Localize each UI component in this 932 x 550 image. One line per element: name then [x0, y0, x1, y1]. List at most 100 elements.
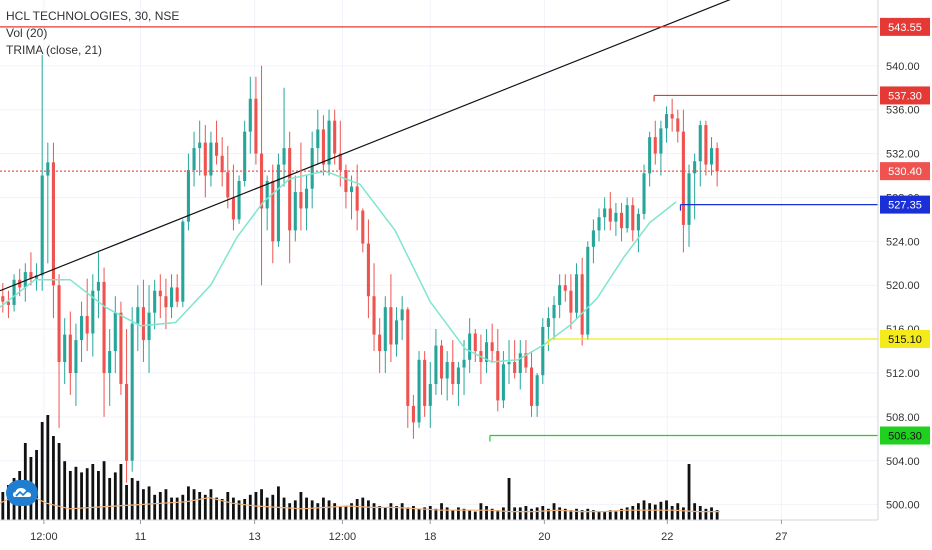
candle-body [653, 137, 657, 154]
candle-body [80, 315, 84, 341]
candle-body [209, 142, 213, 176]
candle-body [541, 326, 545, 376]
y-tick-label: 508.00 [886, 412, 920, 424]
cloud-logo-icon[interactable] [6, 480, 38, 506]
y-tick-label: 536.00 [886, 105, 920, 117]
volume-bar [153, 494, 157, 520]
volume-bar [406, 507, 410, 520]
volume-bar [91, 464, 95, 520]
candle-body [524, 353, 528, 368]
candle-body [558, 285, 562, 305]
x-tick-label: 12:00 [30, 531, 58, 543]
chart-legend: HCL TECHNOLOGIES, 30, NSE Vol (20) TRIMA… [6, 8, 179, 59]
volume-bar [507, 478, 511, 520]
volume-bar [670, 506, 674, 520]
volume-bar [147, 486, 151, 520]
price-tag [880, 329, 930, 348]
volume-bar [468, 510, 472, 520]
volume-bar [338, 506, 342, 520]
volume-bar [68, 471, 72, 520]
volume-bar [676, 503, 680, 520]
candle-body [293, 191, 297, 231]
volume-bar [181, 494, 185, 520]
candle-body [186, 170, 190, 222]
volume-bar [603, 511, 607, 520]
x-tick-label: 12:00 [329, 531, 357, 543]
volume-bar [108, 478, 112, 520]
candle-body [102, 281, 106, 373]
volume-bar [575, 508, 578, 520]
x-tick-label: 18 [424, 531, 436, 543]
volume-bar [288, 503, 292, 520]
volume-bar [333, 503, 337, 520]
volume-bar [490, 508, 494, 520]
candle-body [203, 142, 207, 176]
volume-ma-line [0, 491, 720, 513]
candle-body [361, 210, 365, 244]
candle-body [406, 309, 410, 406]
candle-body [141, 307, 145, 341]
candle-body [153, 290, 157, 313]
candle-body [12, 279, 16, 305]
price-tag [880, 162, 930, 181]
volume-bar [417, 508, 421, 520]
candle-body [383, 307, 387, 352]
candle-body [693, 161, 697, 174]
volume-bar [541, 506, 545, 520]
candle-body [215, 142, 219, 156]
candle-body [338, 153, 342, 171]
volume-bar [502, 507, 505, 520]
candle-body [355, 186, 359, 211]
price-tag-label: 506.30 [888, 431, 922, 443]
volume-bar [496, 510, 500, 520]
price-tag-label: 543.55 [888, 22, 922, 34]
volume-bar [119, 464, 123, 520]
candle-body [473, 333, 477, 352]
candle-body [220, 155, 224, 173]
x-tick-label: 27 [775, 531, 787, 543]
candle-body [603, 208, 607, 218]
candle-body [57, 285, 61, 363]
volume-bar [40, 422, 44, 520]
volume-bar [608, 510, 612, 520]
candle-body [147, 312, 151, 341]
volume-bar [367, 500, 370, 520]
volume-bar [513, 507, 517, 520]
candle-body [108, 351, 112, 373]
volume-bar [473, 511, 477, 520]
volume-bar [282, 497, 286, 520]
candle-body [715, 148, 719, 172]
volume-bar [625, 507, 629, 520]
price-level-lines [0, 26, 878, 442]
candle-body [535, 375, 539, 406]
candle-body [394, 320, 399, 345]
price-tag [880, 17, 930, 36]
candle-body [681, 131, 685, 225]
volume-bar [237, 500, 241, 520]
volume-bar [63, 461, 67, 520]
candle-body [378, 334, 382, 352]
candle-body [597, 217, 601, 231]
volume-bar [530, 508, 533, 520]
candle-body [254, 98, 258, 154]
candle-body [462, 359, 466, 368]
candle-body [299, 191, 303, 209]
volume-bar [187, 486, 190, 520]
trend-line [0, 0, 731, 292]
candle-body [631, 205, 635, 231]
candle-body [563, 285, 567, 291]
candle-body [288, 148, 292, 231]
volume-bar [277, 486, 280, 520]
candle-body [574, 274, 579, 313]
candle-body [170, 287, 174, 308]
candle-body [490, 342, 494, 352]
candle-body [181, 221, 185, 302]
volume-bar [558, 507, 562, 520]
candle-body [400, 309, 404, 321]
volume-bar [563, 508, 567, 520]
candle-body [439, 345, 444, 379]
candle-body [344, 170, 348, 192]
volume-bar [648, 503, 652, 520]
volume-bar [395, 506, 398, 520]
